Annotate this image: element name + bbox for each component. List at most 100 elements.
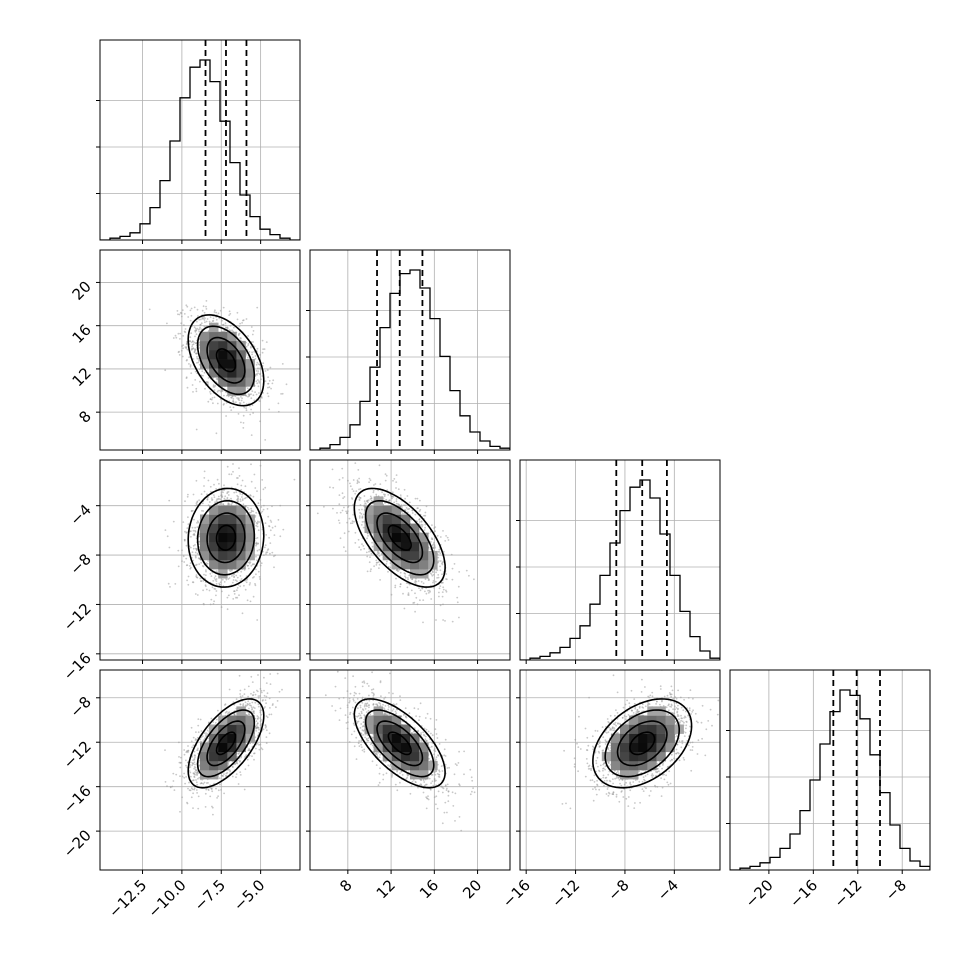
scatter-point [338,522,341,524]
scatter-point [246,506,249,509]
scatter-point [234,579,237,582]
scatter-point [215,590,218,592]
scatter-point [382,497,385,500]
scatter-point [434,580,437,583]
scatter-point [362,545,365,547]
scatter-point [217,312,220,315]
scatter-point [265,702,267,705]
scatter-point [241,496,243,498]
scatter-point [263,348,266,350]
density-cell [245,377,255,387]
scatter-point [424,511,427,514]
scatter-point [263,504,265,507]
scatter-point [181,345,183,347]
scatter-point [363,547,366,550]
scatter-point [178,354,181,356]
scatter-point [358,499,361,502]
scatter-point [214,384,217,387]
scatter-point [255,573,257,576]
scatter-point [181,560,183,562]
scatter-point [223,489,225,491]
scatter-point [238,332,241,335]
scatter-point [418,521,421,523]
scatter-point [194,551,197,554]
scatter-point [212,386,215,388]
scatter-point [341,477,344,479]
scatter-point [255,544,257,547]
density-cell [209,368,219,378]
scatter-point [272,379,275,382]
scatter-point [353,520,355,523]
scatter-point [367,535,369,537]
scatter-point [227,578,230,580]
scatter-point [368,477,371,480]
scatter-point [365,551,368,554]
scatter-point [198,330,201,333]
scatter-point [215,488,218,490]
scatter-point [451,567,454,570]
density-cell [218,541,228,552]
scatter-point [187,575,190,578]
scatter-point [197,361,200,364]
density-cell [227,368,237,378]
scatter-point [184,530,186,533]
scatter-point [429,548,432,551]
scatter-point [193,518,195,521]
scatter-point [235,491,238,494]
scatter-point [366,555,369,558]
scatter-point [267,376,269,379]
scatter-point [186,564,189,566]
scatter-point [200,322,203,325]
density-cell [245,541,255,552]
scatter-point [401,510,403,513]
scatter-point [190,332,193,335]
scatter-point [232,470,234,473]
scatter-point [195,428,198,431]
scatter-point [181,309,184,311]
panel-frame [309,249,511,451]
scatter-point [197,777,199,780]
scatter-point [254,391,256,393]
scatter-point [355,490,358,492]
scatter-point [257,529,260,532]
scatter-point [247,561,249,564]
scatter-point [204,584,207,586]
scatter-point [248,351,251,353]
density-cell [245,359,255,369]
scatter-point [457,585,460,588]
scatter-point [468,574,470,577]
scatter-point [192,493,195,496]
scatter-point [263,689,265,692]
scatter-point [266,508,269,510]
scatter-point [257,379,259,381]
scatter-point [227,395,230,398]
scatter-point [210,575,213,577]
scatter-point [232,598,235,600]
scatter-point [213,600,216,603]
density-cell [236,505,246,515]
density-cell [419,560,429,570]
scatter-point [192,544,195,547]
scatter-point [216,402,219,405]
scatter-point [218,389,221,392]
scatter-point [208,320,211,323]
scatter-point [385,563,388,565]
contour-line [387,524,412,551]
scatter-point [431,574,434,577]
panel-frame [99,249,301,451]
scatter-point [247,335,249,337]
scatter-point [215,499,218,502]
scatter-point [196,357,199,360]
scatter-point [434,530,436,533]
scatter-point [359,504,362,506]
scatter-point [195,574,198,576]
scatter-point [213,389,216,391]
scatter-point [252,394,255,397]
scatter-point [185,359,188,362]
scatter-point [198,557,201,560]
scatter-point [242,319,245,322]
scatter-point [407,578,409,581]
scatter-point [271,382,274,385]
scatter-point [198,318,201,321]
scatter-point [236,498,239,501]
